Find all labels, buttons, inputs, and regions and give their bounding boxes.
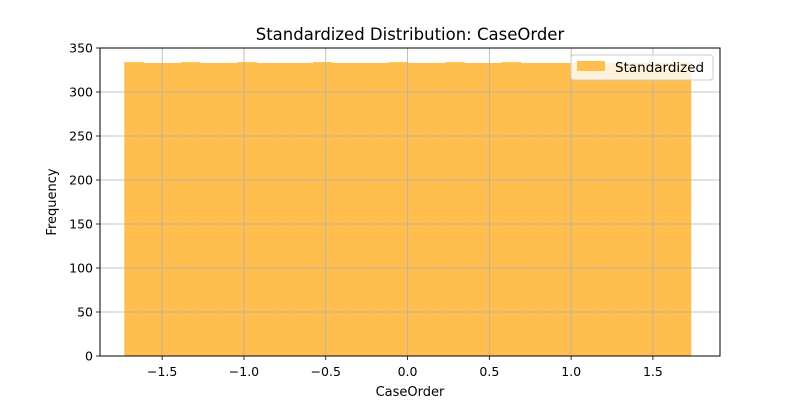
histogram-bar <box>445 62 465 356</box>
x-tick-label: 0.5 <box>479 364 499 379</box>
x-tick-label: 0.0 <box>398 364 418 379</box>
y-tick-label: 50 <box>77 305 93 320</box>
legend: Standardized <box>570 54 714 81</box>
histogram-bar <box>671 62 692 356</box>
histogram-bar <box>577 62 597 356</box>
y-tick-label: 200 <box>69 173 93 188</box>
y-tick-label: 0 <box>85 349 93 364</box>
y-tick-label: 150 <box>69 217 93 232</box>
y-tick-label: 100 <box>69 261 93 276</box>
x-tick-label: −1.0 <box>229 364 259 379</box>
x-tick-label: 1.0 <box>561 364 581 379</box>
x-tick-label: 1.5 <box>643 364 663 379</box>
histogram-bar <box>501 62 522 356</box>
histogram-bar <box>180 62 201 356</box>
chart-title: Standardized Distribution: CaseOrder <box>256 25 565 44</box>
legend-box <box>570 54 714 81</box>
x-axis-ticks: −1.5 −1.0 −0.5 0.0 0.5 1.0 1.5 <box>147 356 663 379</box>
x-tick-label: −1.5 <box>147 364 177 379</box>
x-tick-label: −0.5 <box>311 364 341 379</box>
legend-label: Standardized <box>615 60 704 76</box>
y-tick-label: 250 <box>69 129 93 144</box>
histogram-bar <box>237 62 257 356</box>
x-axis-label: CaseOrder <box>376 385 445 400</box>
histogram-bar <box>388 62 408 356</box>
y-tick-label: 300 <box>69 85 93 100</box>
legend-swatch <box>577 61 605 71</box>
y-axis-ticks: 0 50 100 150 200 250 300 350 <box>69 41 100 364</box>
plot-frame <box>99 47 721 357</box>
histogram-bar <box>313 62 333 356</box>
y-axis-label: Frequency <box>45 168 60 235</box>
histogram-bar <box>124 62 144 356</box>
y-tick-label: 350 <box>69 41 93 56</box>
